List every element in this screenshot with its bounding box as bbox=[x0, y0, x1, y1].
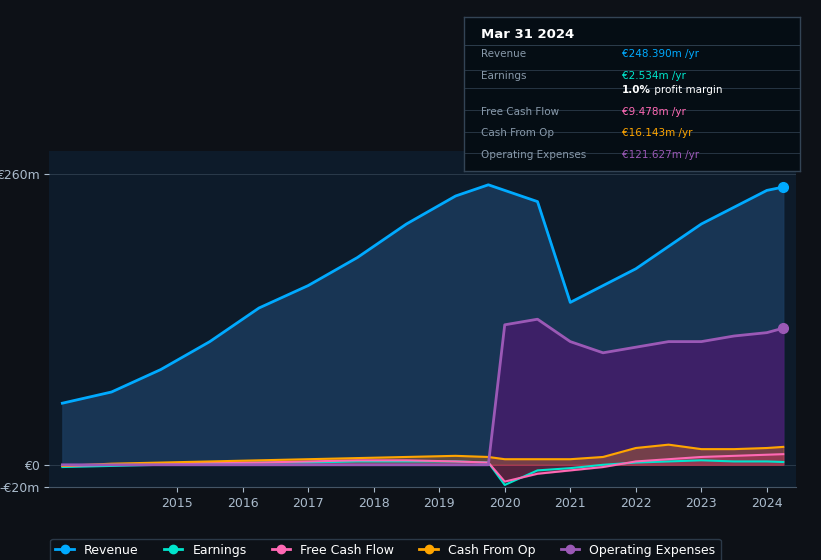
Text: Operating Expenses: Operating Expenses bbox=[481, 150, 586, 160]
Text: profit margin: profit margin bbox=[651, 85, 722, 95]
Text: €9.478m /yr: €9.478m /yr bbox=[622, 107, 686, 117]
Text: €2.534m /yr: €2.534m /yr bbox=[622, 71, 686, 81]
Text: €16.143m /yr: €16.143m /yr bbox=[622, 128, 693, 138]
Text: 1.0%: 1.0% bbox=[622, 85, 651, 95]
Legend: Revenue, Earnings, Free Cash Flow, Cash From Op, Operating Expenses: Revenue, Earnings, Free Cash Flow, Cash … bbox=[50, 539, 721, 560]
Text: Earnings: Earnings bbox=[481, 71, 526, 81]
Text: Free Cash Flow: Free Cash Flow bbox=[481, 107, 559, 117]
Text: Cash From Op: Cash From Op bbox=[481, 128, 553, 138]
Text: Mar 31 2024: Mar 31 2024 bbox=[481, 27, 574, 40]
Text: €121.627m /yr: €121.627m /yr bbox=[622, 150, 699, 160]
Text: Revenue: Revenue bbox=[481, 49, 525, 59]
Text: €248.390m /yr: €248.390m /yr bbox=[622, 49, 699, 59]
